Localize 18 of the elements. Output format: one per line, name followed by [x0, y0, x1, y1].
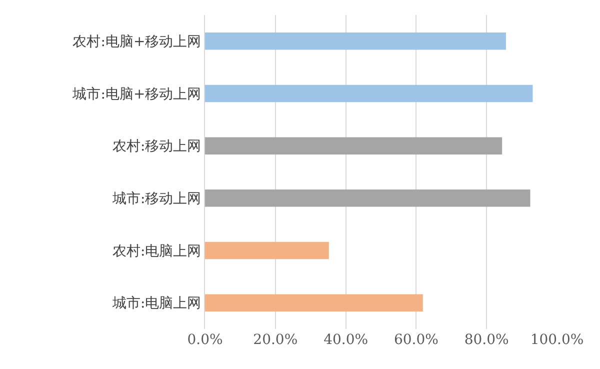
y-tick-label: 城市:电脑+移动上网: [72, 86, 202, 102]
bar: [205, 190, 530, 207]
x-tick-label: 20.0%: [253, 332, 298, 348]
x-tick-label: 80.0%: [464, 332, 509, 348]
y-tick-label: 农村:移动上网: [112, 138, 202, 155]
x-tick-label: 100.0%: [530, 332, 584, 348]
y-tick-label: 农村:电脑上网: [112, 243, 202, 260]
x-tick-label: 60.0%: [394, 332, 438, 348]
x-tick-label: 0.0%: [187, 332, 223, 348]
bar: [205, 84, 533, 102]
bar: [205, 32, 506, 50]
y-tick-label: 农村:电脑+移动上网: [72, 34, 202, 50]
x-tick-label: 40.0%: [324, 332, 368, 348]
y-tick-label: 城市:电脑上网: [111, 296, 202, 312]
y-tick-label: 城市:移动上网: [111, 191, 202, 208]
bar: [205, 294, 423, 312]
bar: [205, 242, 329, 260]
bar: [205, 137, 502, 154]
